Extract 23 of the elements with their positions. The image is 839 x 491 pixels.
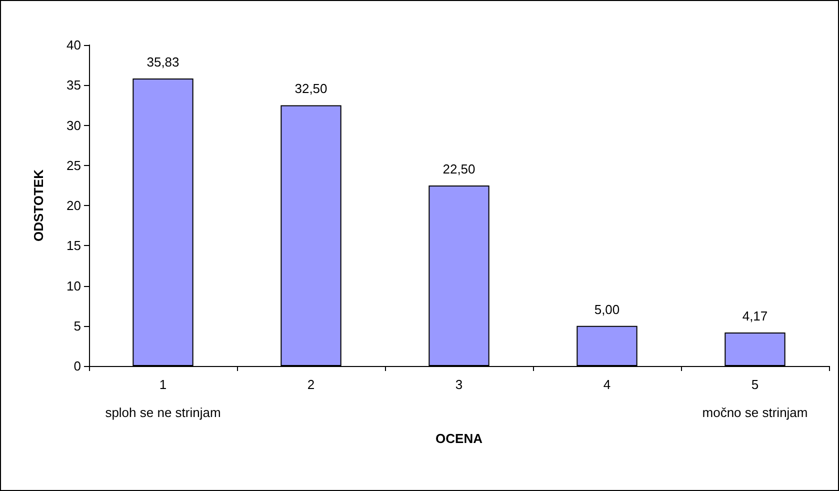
data-label: 4,17 [742,308,768,324]
y-tick-label: 35 [66,78,81,93]
y-axis-title: ODSTOTEK [31,168,46,242]
y-tick-label: 30 [66,118,81,133]
y-tick-label: 15 [66,238,81,254]
data-label: 22,50 [442,161,476,176]
data-label: 32,50 [294,81,328,96]
y-tick-label: 20 [66,198,81,213]
y-tick-label: 10 [66,278,81,294]
data-label: 35,83 [146,54,180,70]
text: sploh se ne strinjam [105,405,221,420]
x-tick-label: 5 [751,377,759,392]
x-tick-label: 3 [455,377,463,392]
y-tick-label: 5 [74,318,81,334]
y-tick-label: 0 [74,358,81,374]
y-tick-label: 25 [66,158,81,173]
x-tick-label: 4 [603,377,611,392]
y-tick-label: 40 [66,38,81,52]
x-tick-label: 1 [159,377,167,392]
data-label: 5,00 [594,302,620,317]
x-axis-title: OCENA [436,431,484,446]
text: močno se strinjam [702,405,808,420]
x-tick-label: 2 [307,377,315,392]
